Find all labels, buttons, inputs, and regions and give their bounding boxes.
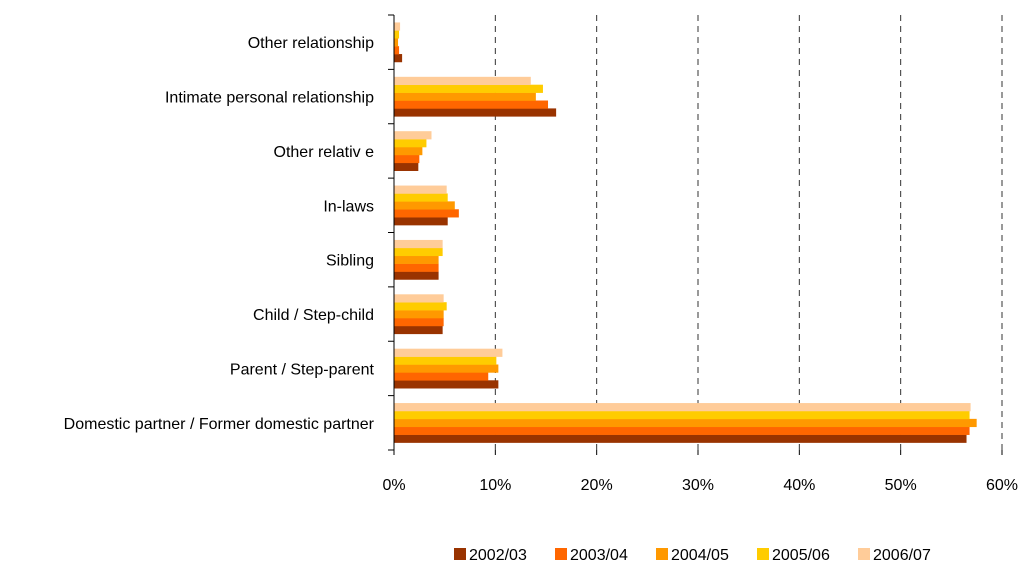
- bar: [394, 380, 499, 389]
- bar: [394, 247, 443, 257]
- x-tick-label: 10%: [479, 477, 511, 494]
- bar: [394, 146, 423, 156]
- x-tick-label: 0%: [382, 477, 405, 494]
- bar: [394, 255, 439, 264]
- bar: [394, 131, 432, 140]
- bar: [394, 348, 503, 357]
- x-tick-label: 50%: [885, 477, 917, 494]
- bar: [394, 46, 400, 55]
- category-label: Other relationship: [248, 35, 374, 52]
- legend-label: 2002/03: [469, 547, 527, 564]
- bar: [394, 92, 536, 101]
- category-label: Intimate personal relationship: [165, 90, 374, 107]
- legend-swatch: [656, 548, 668, 560]
- bar: [394, 201, 455, 210]
- x-tick-label: 30%: [682, 477, 714, 494]
- bar: [394, 263, 439, 272]
- bar: [394, 139, 427, 148]
- category-label: Parent / Step-parent: [230, 361, 375, 378]
- x-tick-label: 20%: [581, 477, 613, 494]
- bar: [394, 193, 448, 202]
- category-label: Other relativ e: [274, 144, 375, 161]
- bar: [394, 217, 448, 226]
- bar: [394, 318, 444, 327]
- legend-label: 2003/04: [570, 547, 628, 564]
- category-label: In-laws: [323, 198, 374, 215]
- legend-swatch: [454, 548, 466, 560]
- bar: [394, 162, 419, 171]
- bar: [394, 434, 967, 443]
- category-label: Child / Step-child: [253, 307, 374, 324]
- legend-item: 2006/07: [858, 547, 931, 564]
- bar: [394, 271, 439, 280]
- bar: [394, 410, 970, 420]
- legend-item: 2002/03: [454, 547, 527, 564]
- legend-label: 2006/07: [873, 547, 931, 564]
- legend-item: 2005/06: [757, 547, 830, 564]
- bar: [394, 403, 971, 412]
- bar: [394, 38, 399, 47]
- legend-swatch: [757, 548, 769, 560]
- bars: [394, 22, 977, 443]
- gridlines: [494, 15, 1003, 450]
- legend: 2002/03 2003/04 2004/05 2005/06 2006/07: [454, 547, 931, 564]
- category-label: Sibling: [326, 253, 374, 270]
- bar: [394, 30, 400, 39]
- legend-swatch: [555, 548, 567, 560]
- bar: [394, 302, 447, 311]
- bar: [394, 364, 499, 373]
- bar: [394, 239, 443, 249]
- legend-label: 2004/05: [671, 547, 729, 564]
- bar: [394, 209, 459, 218]
- bar: [394, 76, 531, 86]
- bar: [394, 84, 543, 93]
- bar: [394, 372, 489, 381]
- legend-item: 2003/04: [555, 547, 628, 564]
- bar: [394, 325, 443, 335]
- bar: [394, 108, 557, 117]
- bar: [394, 426, 970, 435]
- bar: [394, 356, 497, 365]
- bar: [394, 418, 977, 428]
- x-tick-label: 40%: [783, 477, 815, 494]
- bar: [394, 154, 420, 164]
- x-tick-label: 60%: [986, 477, 1018, 494]
- legend-item: 2004/05: [656, 547, 729, 564]
- bar: [394, 54, 403, 63]
- bar: [394, 310, 444, 319]
- category-label: Domestic partner / Former domestic partn…: [64, 416, 375, 433]
- category-labels: Domestic partner / Former domestic partn…: [64, 35, 375, 433]
- legend-swatch: [858, 548, 870, 560]
- bar: [394, 185, 447, 194]
- bar: [394, 100, 549, 109]
- axes: [388, 14, 1003, 455]
- legend-label: 2005/06: [772, 547, 830, 564]
- x-tick-labels: 0% 10% 20% 30% 40% 50% 60%: [382, 477, 1018, 494]
- bar: [394, 22, 401, 31]
- bar: [394, 294, 444, 303]
